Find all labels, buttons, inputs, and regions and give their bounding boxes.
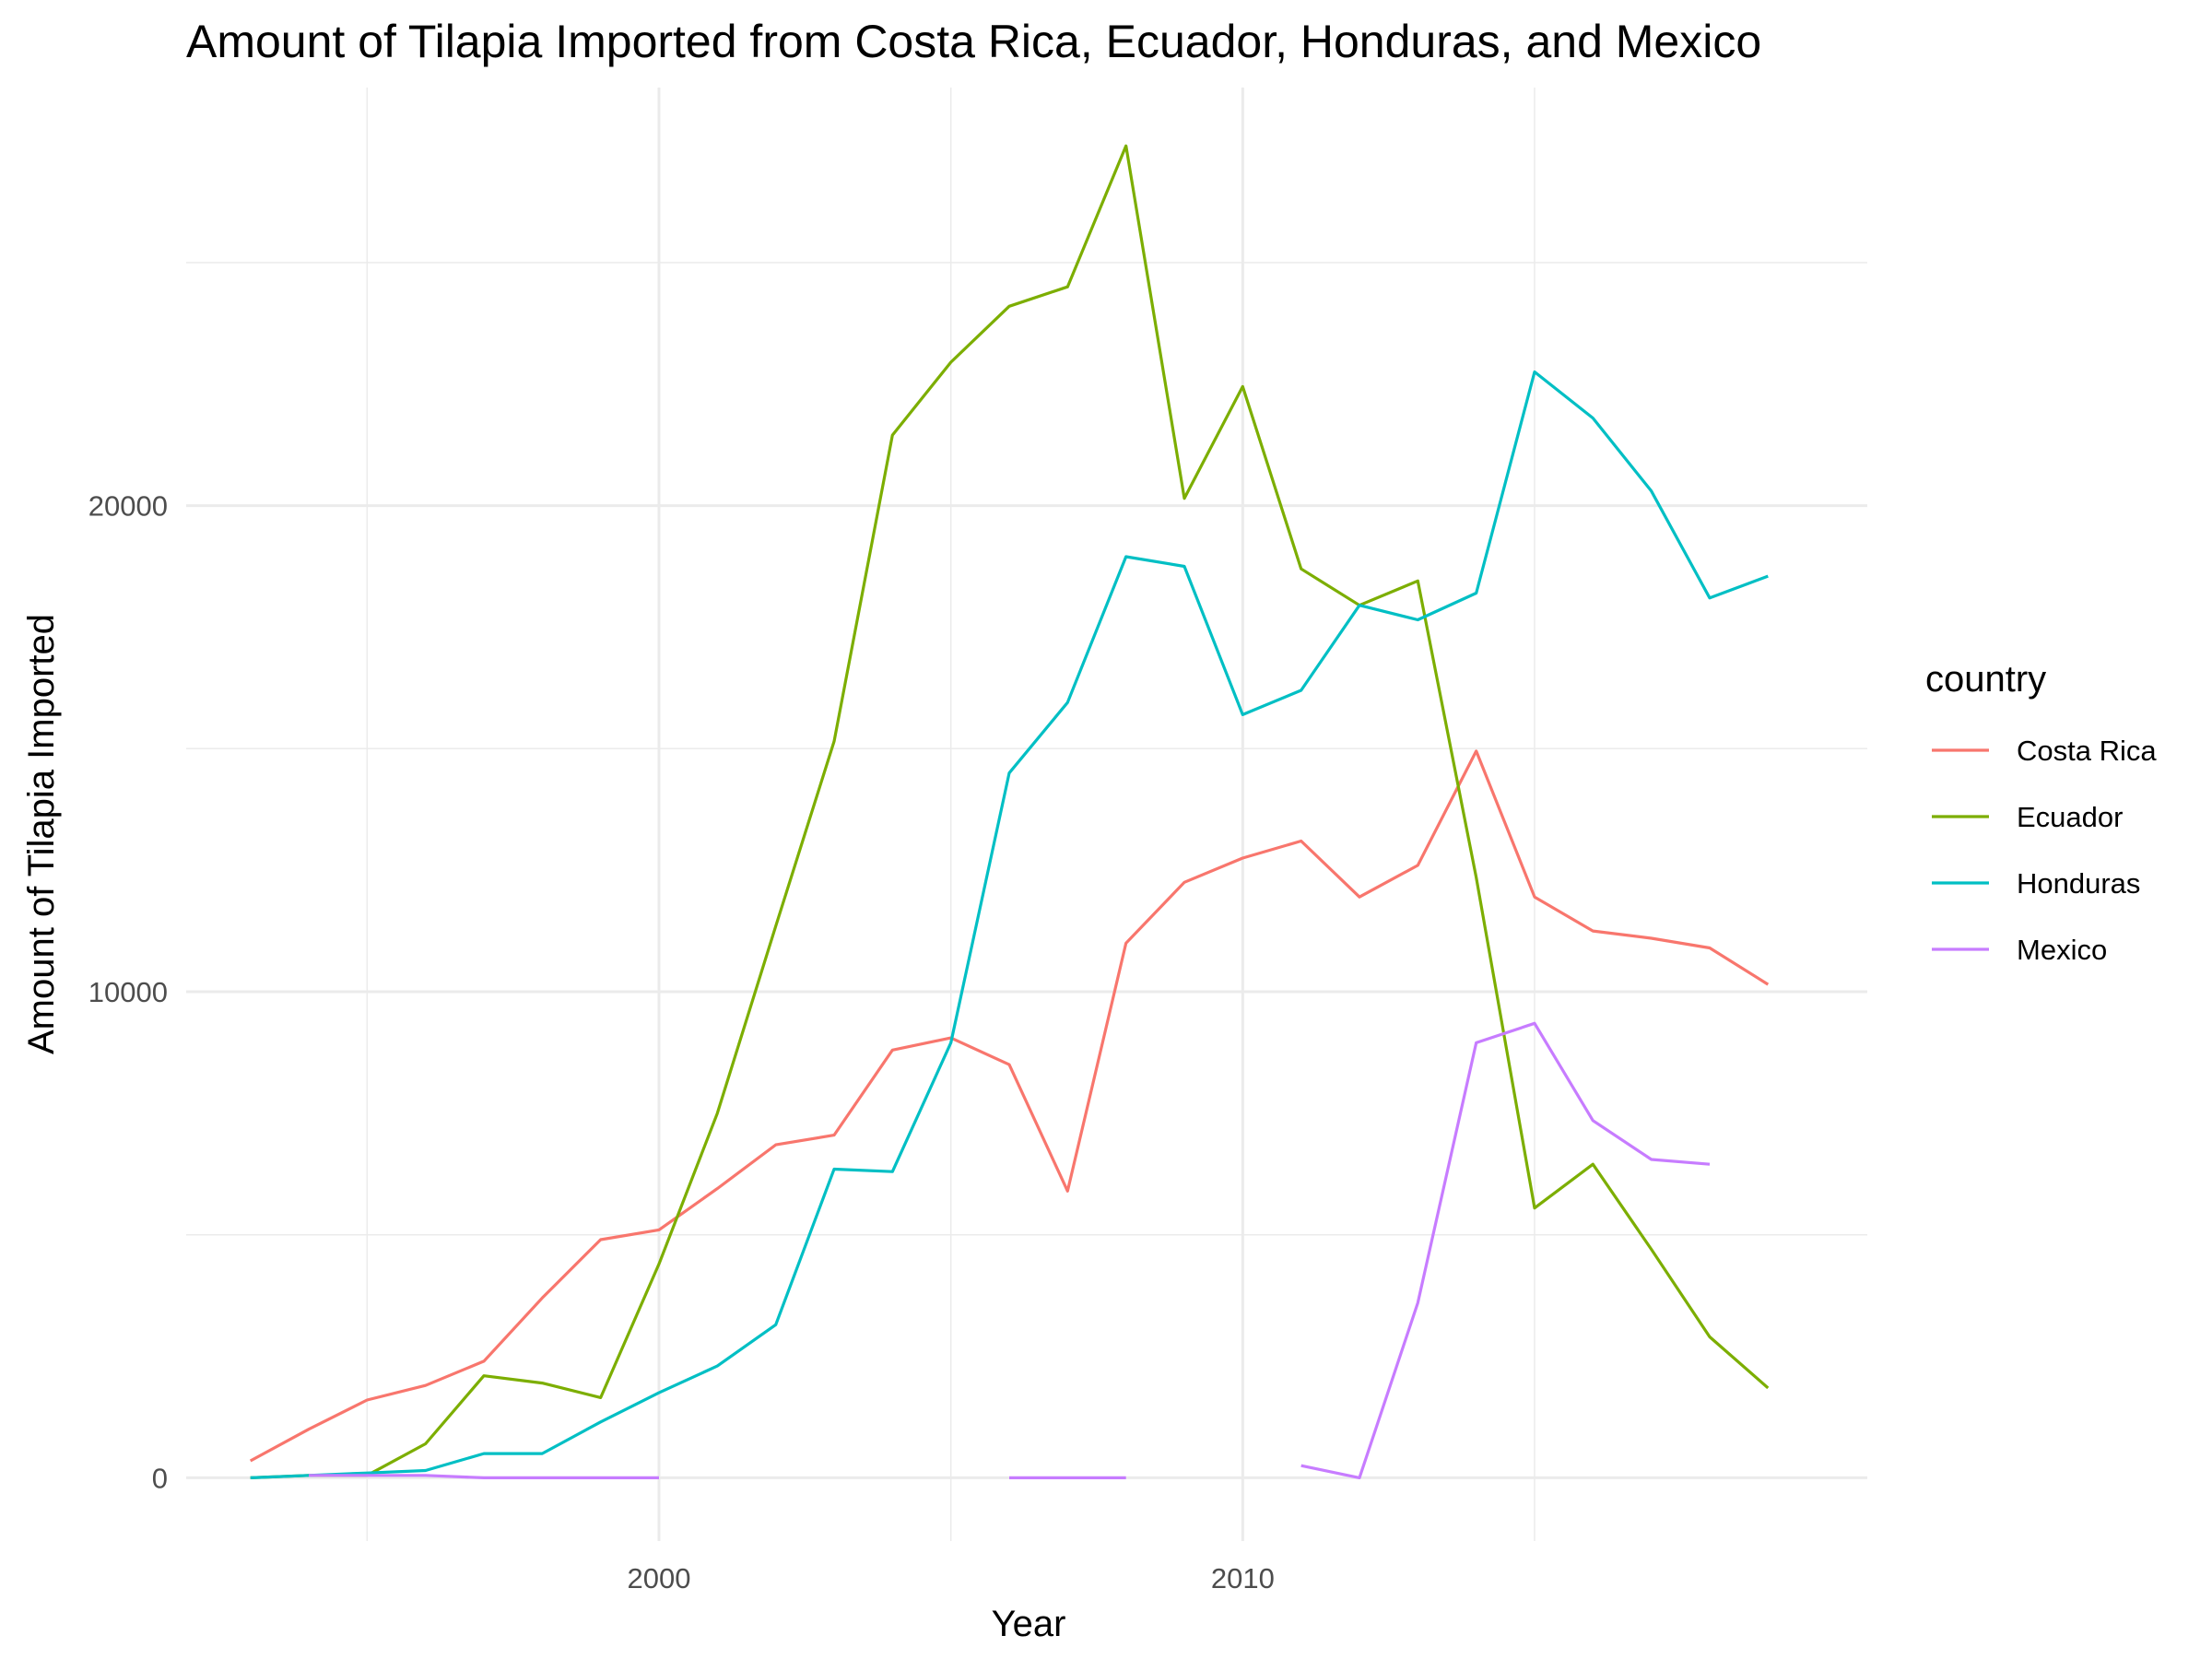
- series-line-mexico: [1300, 1021, 1711, 1480]
- y-axis-label: Amount of Tilapia Imported: [21, 614, 62, 1054]
- series-ecuador: [250, 144, 1770, 1479]
- legend-item-honduras: Honduras: [1932, 867, 2140, 900]
- series-line-honduras: [250, 370, 1769, 1479]
- legend-item-mexico: Mexico: [1932, 934, 2107, 966]
- gridlines: [186, 88, 1867, 1541]
- series-line-ecuador: [250, 144, 1770, 1479]
- axis-ticks: 2000 2010 0 10000 20000: [88, 490, 1275, 1594]
- legend-label-costa-rica: Costa Rica: [2017, 735, 2157, 767]
- x-tick-label: 2000: [628, 1562, 691, 1594]
- x-tick-label: 2010: [1211, 1562, 1275, 1594]
- x-axis-label: Year: [992, 1604, 1066, 1644]
- legend-item-costa-rica: Costa Rica: [1932, 735, 2157, 767]
- legend-label-ecuador: Ecuador: [2017, 801, 2123, 833]
- legend-label-mexico: Mexico: [2017, 934, 2107, 966]
- legend: country Costa Rica Ecuador Honduras Mexico: [1925, 659, 2157, 966]
- series-costa-rica: [249, 749, 1770, 1463]
- legend-title: country: [1925, 659, 2046, 700]
- plot-series: [249, 144, 1770, 1480]
- series-honduras: [250, 370, 1769, 1479]
- chart-title: Amount of Tilapia Imported from Costa Ri…: [186, 16, 1761, 67]
- series-line-costa-rica: [249, 749, 1770, 1463]
- legend-item-ecuador: Ecuador: [1932, 801, 2123, 833]
- y-tick-label: 10000: [88, 976, 168, 1008]
- series-line-mexico: [309, 1474, 659, 1480]
- y-tick-label: 0: [152, 1462, 168, 1494]
- y-tick-label: 20000: [88, 490, 168, 523]
- legend-label-honduras: Honduras: [2017, 867, 2140, 900]
- series-mexico: [309, 1021, 1711, 1480]
